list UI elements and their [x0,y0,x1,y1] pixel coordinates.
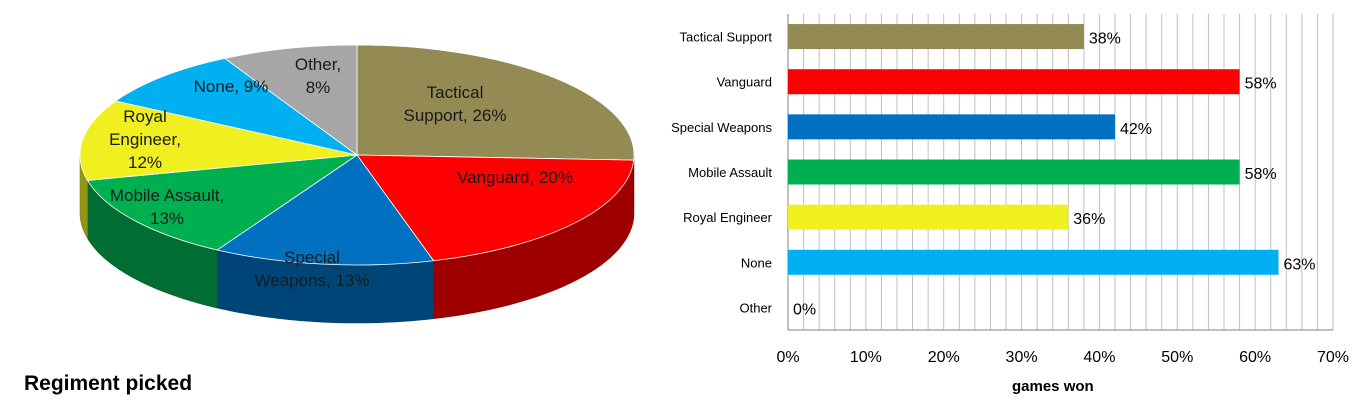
bar-category-label-other: Other [739,300,772,315]
bar-value-label-mobile-assault: 58% [1245,166,1277,183]
bar-mobile-assault [788,159,1240,185]
bar-category-label-vanguard: Vanguard [717,75,772,90]
pie-label-special-weapons: Special Weapons, 13% [255,248,370,290]
bar-x-tick-label: 50% [1161,349,1193,366]
bar-category-label-none: None [741,255,772,270]
pie-label-vanguard: Vanguard, 20% [457,168,573,187]
bar-value-label-other: 0% [793,301,816,318]
pie-slice-special-weapons [216,154,435,266]
bar-category-label-mobile-assault: Mobile Assault [688,165,772,180]
bar-x-tick-label: 60% [1239,349,1271,366]
pie-slice-other [223,44,358,156]
pie-chart: Tactical Support, 26% Vanguard, 20% Special… [79,44,635,324]
pie-label-none: None, 9% [194,77,269,96]
bar-x-tick-label: 70% [1317,349,1349,366]
pie-label-royal-engineer: Royal Engineer, 12% [109,107,181,172]
bar-special-weapons [788,114,1115,140]
bar-value-label-vanguard: 58% [1245,76,1277,93]
bar-category-label-special-weapons: Special Weapons [671,120,772,135]
bar-chart-x-axis-label: games won [1012,378,1094,395]
pie-chart-title: Regiment picked [24,372,193,395]
pie-slice-tactical-support [356,44,635,161]
bar-value-label-royal-engineer: 36% [1073,211,1105,228]
pie-slice-none [114,57,358,156]
bar-value-label-tactical-support: 38% [1089,31,1121,48]
bar-vanguard [788,69,1240,95]
pie-label-other: Other, 8% [295,55,341,97]
bar-category-label-royal-engineer: Royal Engineer [683,210,773,225]
pie-slice-mobile-assault [86,154,358,251]
bar-category-label-tactical-support: Tactical Support [680,30,773,45]
pie-label-mobile-assault: Mobile Assault, 13% [110,186,224,228]
pie-label-tactical-support: Tactical Support, 26% [403,83,506,125]
bar-x-tick-label: 10% [850,349,882,366]
bar-value-label-none: 63% [1284,256,1316,273]
pie-slice-royal-engineer [79,100,358,181]
bar-none [788,249,1279,275]
bar-x-tick-label: 0% [776,349,799,366]
bar-x-tick-label: 20% [928,349,960,366]
bar-x-tick-label: 40% [1083,349,1115,366]
bar-royal-engineer [788,204,1069,230]
bar-x-tick-label: 30% [1006,349,1038,366]
pie-slice-vanguard [356,154,635,262]
bar-value-label-special-weapons: 42% [1120,121,1152,138]
bar-tactical-support [788,24,1084,50]
